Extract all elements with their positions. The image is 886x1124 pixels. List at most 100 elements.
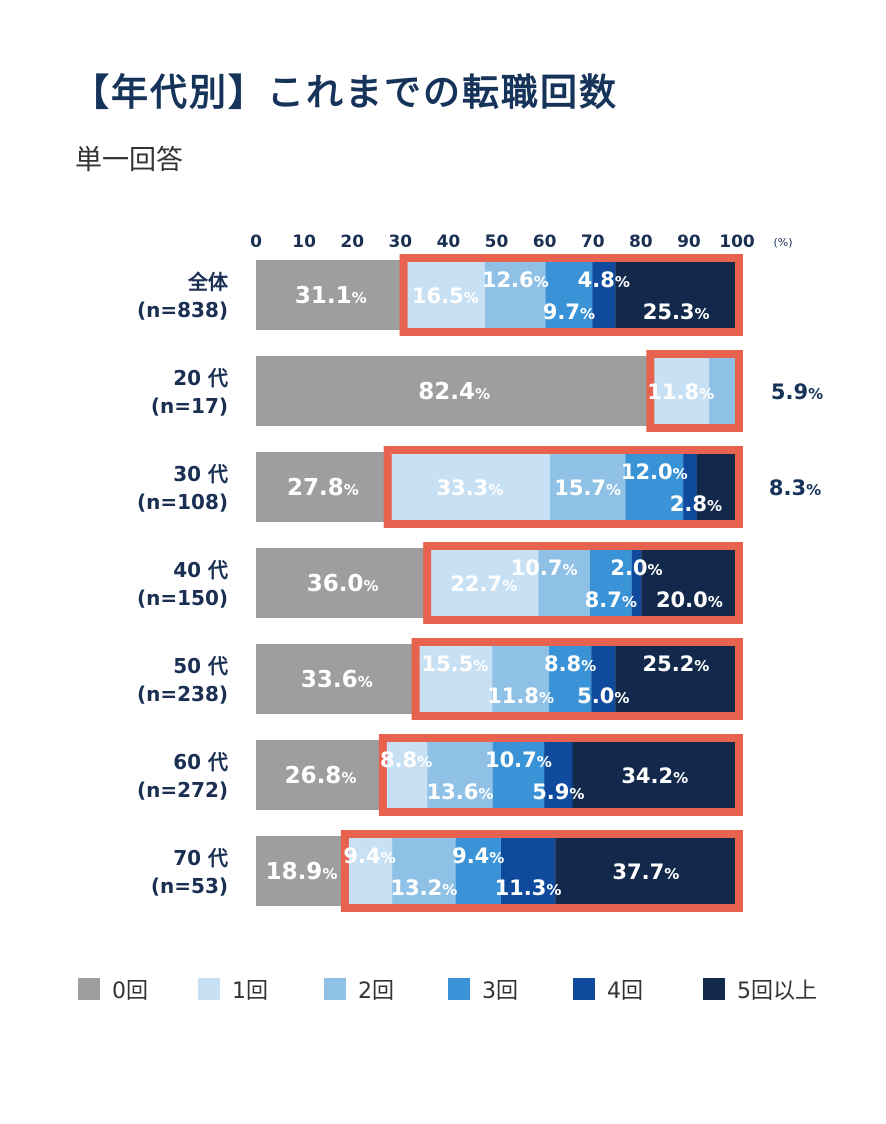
- value-label: 11.8%: [487, 684, 554, 708]
- x-tick-label: 60: [533, 232, 557, 252]
- percent-sign: %: [707, 497, 722, 515]
- bar-segment-4回: [591, 644, 616, 714]
- bar-segment-2回: [427, 740, 493, 810]
- x-tick-label: 50: [485, 232, 509, 252]
- percent-sign: %: [622, 593, 637, 611]
- legend-swatch: [703, 978, 725, 1000]
- legend: 0回 1回 2回 3回 4回 5回以上: [78, 973, 858, 1005]
- legend-item: 0回: [78, 973, 148, 1005]
- legend-item: 4回: [573, 973, 643, 1005]
- bar-segment-3回: [548, 644, 592, 714]
- bar-segment-5回以上: [615, 644, 737, 714]
- percent-sign: %: [344, 481, 359, 499]
- x-tick-label: 20: [340, 232, 364, 252]
- percent-sign: %: [352, 289, 367, 307]
- value-label: 33.3%: [436, 476, 503, 500]
- bar-segment-5回以上: [696, 452, 737, 522]
- percent-sign: %: [569, 785, 584, 803]
- percent-sign: %: [363, 577, 378, 595]
- percent-sign: %: [417, 753, 432, 771]
- percent-sign: %: [606, 481, 621, 499]
- row-n-label: (n=53): [151, 874, 228, 898]
- legend-label: 0回: [112, 979, 148, 1004]
- x-tick-label: 80: [629, 232, 653, 252]
- percent-sign: %: [708, 593, 723, 611]
- legend-label: 5回以上: [737, 979, 817, 1004]
- percent-sign: %: [580, 305, 595, 323]
- legend-label: 3回: [482, 979, 518, 1004]
- bar-segment-1回: [429, 548, 539, 618]
- value-label: 2.8%: [670, 492, 722, 516]
- percent-sign: %: [381, 849, 396, 867]
- highlight-frame: [423, 542, 743, 624]
- bar-segment-3回: [589, 548, 632, 618]
- x-tick-label: 40: [437, 232, 461, 252]
- x-tick-label: 10: [292, 232, 316, 252]
- percent-sign: %: [808, 385, 823, 403]
- legend-label: 4回: [607, 979, 643, 1004]
- row-label: 全体: [187, 270, 229, 294]
- value-label: 8.8%: [544, 652, 596, 676]
- bar-segment-3回: [492, 740, 545, 810]
- legend-swatch: [573, 978, 595, 1000]
- legend-swatch: [198, 978, 220, 1000]
- bar-segment-2回: [492, 644, 549, 714]
- percent-sign: %: [539, 689, 554, 707]
- percent-sign: %: [534, 273, 549, 291]
- legend-label: 1回: [232, 979, 268, 1004]
- legend-label: 2回: [358, 979, 394, 1004]
- highlight-frame: [399, 254, 743, 336]
- value-label: 5.9%: [771, 380, 823, 404]
- bar-segment-3回: [545, 260, 593, 330]
- row-n-label: (n=272): [137, 778, 228, 802]
- chart-title: 【年代別】これまでの転職回数: [72, 71, 618, 114]
- highlight-frame: [646, 350, 743, 432]
- bar-segment-0回: [256, 644, 418, 714]
- row-n-label: (n=17): [151, 394, 228, 418]
- legend-item: 1回: [198, 973, 268, 1005]
- percent-sign: %: [562, 561, 577, 579]
- percent-sign: %: [475, 385, 490, 403]
- percent-sign: %: [699, 385, 714, 403]
- legend-item: 3回: [448, 973, 518, 1005]
- bar-segment-3回: [455, 836, 501, 906]
- percent-sign: %: [806, 481, 821, 499]
- bar-segment-1回: [652, 356, 710, 426]
- row-n-label: (n=150): [137, 586, 228, 610]
- percent-sign: %: [502, 577, 517, 595]
- percent-sign: %: [648, 561, 663, 579]
- row-n-label: (n=238): [137, 682, 228, 706]
- percent-sign: %: [358, 673, 373, 691]
- legend-swatch: [78, 978, 100, 1000]
- row-label: 40 代: [173, 558, 228, 582]
- percent-sign: %: [664, 865, 679, 883]
- percent-sign: %: [488, 481, 503, 499]
- percent-sign: %: [341, 769, 356, 787]
- value-label: 26.8%: [285, 763, 357, 789]
- bar-segment-4回: [631, 548, 642, 618]
- bar-segment-0回: [256, 836, 347, 906]
- bar-segment-0回: [256, 452, 390, 522]
- row-label: 70 代: [173, 846, 228, 870]
- bar-segment-1回: [384, 740, 428, 810]
- x-unit-label: (%): [773, 236, 792, 249]
- value-label: 18.9%: [266, 859, 338, 885]
- x-tick-label: 0: [250, 232, 262, 252]
- bar-segment-5回以上: [572, 740, 737, 810]
- value-label: 8.3%: [769, 476, 821, 500]
- bar-segment-1回: [389, 452, 550, 522]
- x-tick-label: 30: [388, 232, 412, 252]
- bar-segment-1回: [405, 260, 485, 330]
- percent-sign: %: [581, 657, 596, 675]
- row-label: 20 代: [173, 366, 228, 390]
- x-tick-label: 70: [581, 232, 605, 252]
- percent-sign: %: [614, 689, 629, 707]
- value-label: 5.9%: [532, 780, 584, 804]
- bar-segment-1回: [417, 644, 493, 714]
- bar-segment-2回: [484, 260, 546, 330]
- bar-segment-4回: [592, 260, 616, 330]
- legend-swatch: [324, 978, 346, 1000]
- bar-segment-0回: [256, 548, 430, 618]
- percent-sign: %: [537, 753, 552, 771]
- highlight-frame: [378, 734, 743, 816]
